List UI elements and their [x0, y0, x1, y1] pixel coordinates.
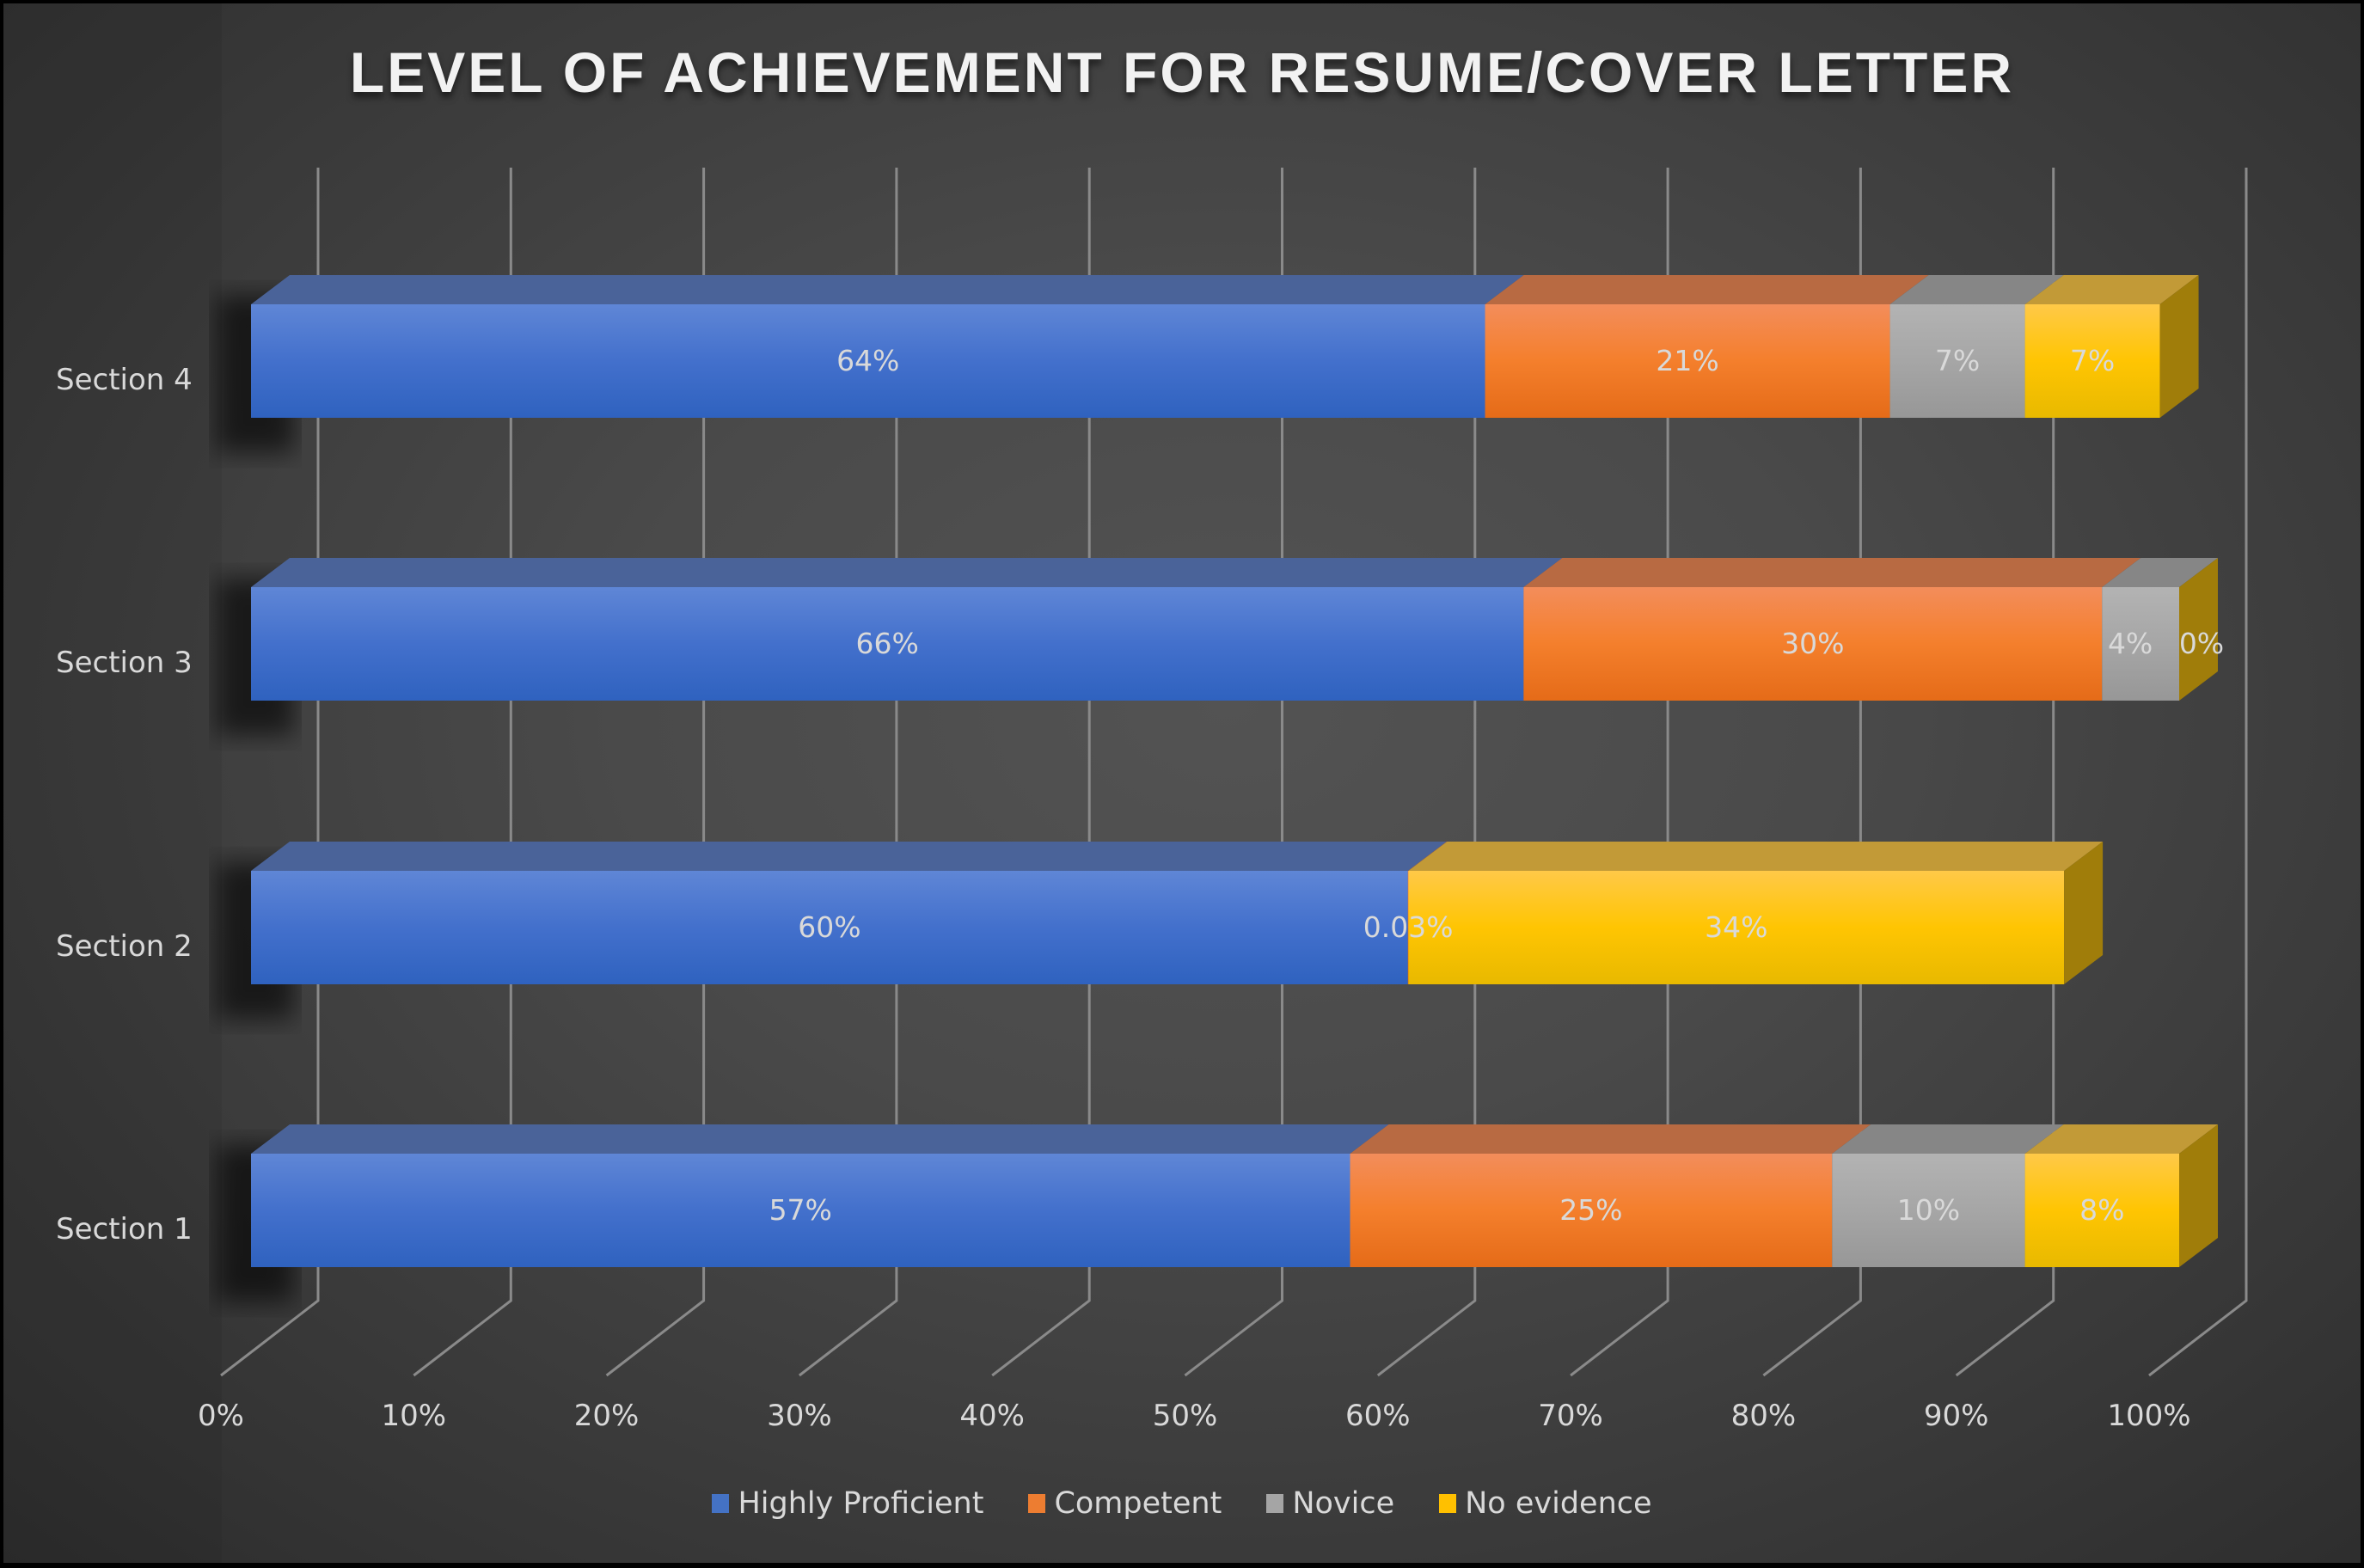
data-label: 7% [2069, 344, 2116, 377]
bar-segment[interactable] [1832, 1154, 2025, 1267]
data-label: 64% [836, 344, 900, 377]
chart-title: LEVEL OF ACHIEVEMENT FOR RESUME/COVER LE… [349, 40, 2015, 104]
legend-item[interactable]: Highly Proficient [712, 1486, 983, 1521]
data-label: 0.03% [1363, 910, 1454, 944]
legend-swatch-icon [1028, 1494, 1046, 1513]
data-label: 60% [798, 910, 861, 944]
x-tick-label: 30% [767, 1399, 832, 1433]
gridline [1955, 168, 2055, 1377]
data-label: 0% [2178, 627, 2225, 660]
category-label: Section 1 [56, 1212, 193, 1246]
x-tick-label: 50% [1152, 1399, 1218, 1433]
bar-segment[interactable] [1485, 304, 1890, 418]
legend-swatch-icon [1439, 1494, 1457, 1513]
category-label: Section 4 [56, 363, 193, 397]
x-tick-label: 70% [1538, 1399, 1603, 1433]
x-tick-label: 60% [1345, 1399, 1411, 1433]
bar-segment[interactable] [1408, 871, 2065, 984]
x-tick-label: 90% [1923, 1399, 1989, 1433]
data-label: 7% [1934, 344, 1981, 377]
x-tick-label: 100% [2107, 1399, 2191, 1433]
legend-label: Novice [1292, 1486, 1395, 1521]
gridline [220, 168, 320, 1377]
legend-label: Competent [1054, 1486, 1222, 1521]
gridline [2148, 168, 2248, 1377]
legend-item[interactable]: No evidence [1439, 1486, 1652, 1521]
data-label: 8% [2079, 1193, 2125, 1227]
legend-item[interactable]: Novice [1266, 1486, 1394, 1521]
gridline [991, 168, 1091, 1377]
gridline [605, 168, 706, 1377]
gridline [1570, 168, 1669, 1377]
bar-segment[interactable] [1523, 587, 2103, 701]
gridline [1762, 168, 1862, 1377]
bar-segment[interactable] [251, 587, 1524, 701]
gridline [798, 168, 898, 1377]
legend-swatch-icon [1266, 1494, 1284, 1513]
legend-item[interactable]: Competent [1028, 1486, 1222, 1521]
bar-segment[interactable] [1889, 304, 2025, 418]
data-label: 10% [1896, 1193, 1961, 1227]
x-tick-label: 20% [573, 1399, 640, 1433]
gridline [1376, 168, 1477, 1377]
bar-segment[interactable] [251, 304, 1485, 418]
gridlines [220, 168, 2248, 1377]
bar-segment[interactable] [2024, 304, 2160, 418]
bar-segment[interactable] [2102, 587, 2179, 701]
bar-segment[interactable] [251, 871, 1408, 984]
bar-segment[interactable] [2024, 1154, 2179, 1267]
data-label: 57% [769, 1193, 832, 1227]
data-label: 25% [1559, 1193, 1623, 1227]
x-tick-label: 40% [959, 1399, 1025, 1433]
gridline [413, 168, 512, 1377]
data-label: 30% [1781, 627, 1845, 660]
plot-area [3, 3, 2248, 1563]
data-label: 66% [855, 627, 919, 660]
x-tick-label: 80% [1730, 1399, 1797, 1433]
data-label: 21% [1656, 344, 1719, 377]
chart-frame: LEVEL OF ACHIEVEMENT FOR RESUME/COVER LE… [3, 3, 2361, 1563]
bar-segment[interactable] [1350, 1154, 1833, 1267]
data-label: 4% [2107, 627, 2153, 660]
legend-label: Highly Proficient [738, 1486, 984, 1521]
bar-segment[interactable] [1407, 871, 1409, 984]
legend-swatch-icon [712, 1494, 730, 1513]
gridline [1184, 168, 1283, 1377]
data-label: 34% [1705, 910, 1768, 944]
legend-label: No evidence [1465, 1486, 1652, 1521]
legend: Highly Proficient Competent Novice No evide… [3, 1486, 2361, 1521]
category-label: Section 3 [56, 646, 193, 680]
category-label: Section 2 [56, 929, 193, 964]
bar-segment[interactable] [251, 1154, 1350, 1267]
x-tick-label: 10% [381, 1399, 447, 1433]
x-tick-label: 0% [198, 1399, 244, 1433]
bars [217, 275, 2218, 1302]
